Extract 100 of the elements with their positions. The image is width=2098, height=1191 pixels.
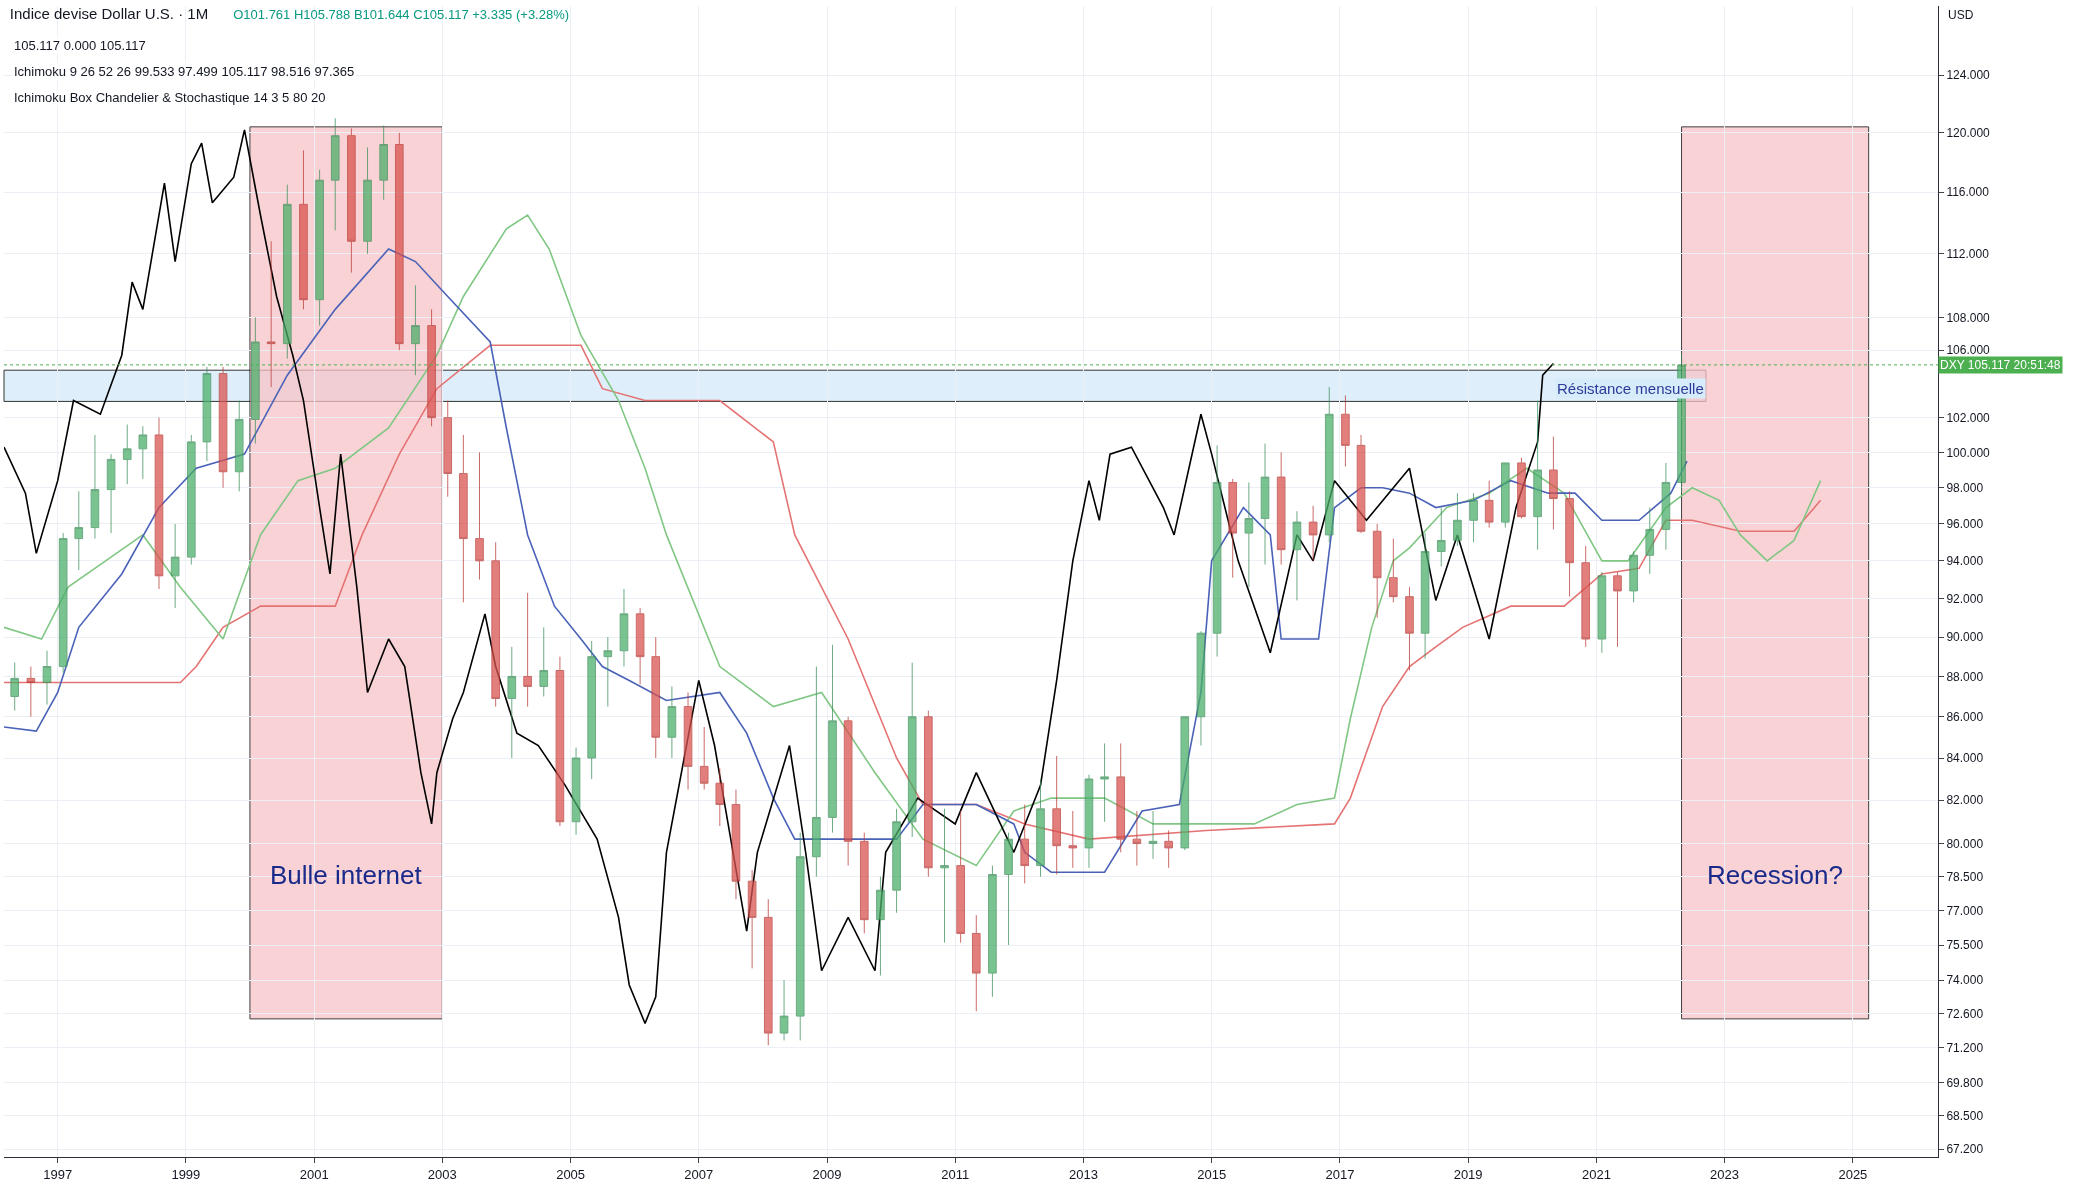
candlestick [202,366,212,462]
candlestick [1549,436,1558,530]
candlestick [1004,832,1013,946]
y-tick-label: 78.500 [1946,869,1984,884]
candlestick [1405,586,1414,671]
candlestick [747,869,757,969]
candlestick [1324,386,1334,543]
candlestick [1469,492,1478,543]
candlestick [186,434,196,566]
candlestick [1292,510,1302,601]
x-tick-label: 2019 [1453,1166,1483,1182]
candlestick [1629,551,1638,603]
candlestick [1436,507,1446,567]
candlestick [459,434,468,603]
candlestick [122,424,132,485]
candlestick [315,169,324,327]
y-tick-label: 100.000 [1946,445,1991,460]
candlestick [555,656,565,827]
candlestick [1581,545,1591,648]
y-tick-label: 69.800 [1946,1075,1984,1090]
candlestick [299,149,308,310]
candlestick [907,662,917,838]
y-tick-label: 112.000 [1946,246,1990,261]
candlestick [1052,755,1061,875]
candlestick [892,808,901,914]
y-tick-label: 92.000 [1946,591,1984,606]
candlestick [1228,478,1238,579]
candlestick [234,400,244,492]
candlestick [1453,492,1462,547]
chart-subtitle: O101.761 H105.788 B101.644 C105.117 +3.335 (+3.28%) [233,6,570,22]
y-tick-label: 98.000 [1946,480,1984,495]
x-tick-label: 2009 [812,1166,842,1182]
x-tick-label: 2017 [1325,1166,1355,1182]
candlestick [587,640,597,780]
ref-line-label: DXY 105.117 20:51:48 [1940,358,2061,372]
candlestick [571,747,581,836]
y-tick-label: 106.000 [1946,343,1991,358]
candlestick [90,434,100,540]
x-tick-label: 2011 [941,1166,970,1182]
y-tick-label: 71.200 [1946,1041,1984,1055]
candlestick [731,789,741,900]
candlestick [715,767,725,827]
y-tick-label: 88.000 [1946,669,1984,684]
y-tick-label: 80.000 [1946,836,1984,851]
candlestick [1372,523,1382,619]
candlestick [74,490,84,571]
candlestick [1100,742,1109,823]
candlestick [1533,400,1542,551]
candlestick [394,132,404,351]
candlestick [795,832,805,1041]
x-tick-label: 1999 [171,1166,201,1182]
band-label: Bulle internet [270,860,423,890]
y-axis-title: USD [1948,8,1974,22]
candlestick [1276,451,1286,566]
y-tick-label: 116.000 [1946,185,1990,200]
candlestick [1613,571,1622,648]
candlestick [1484,480,1494,529]
candlestick [1068,810,1078,869]
x-tick-label: 2005 [556,1166,586,1182]
candlestick [988,865,997,998]
y-tick-label: 120.000 [1946,125,1991,140]
candlestick [58,532,68,673]
y-tick-label: 67.200 [1946,1142,1984,1157]
y-tick-label: 75.500 [1946,938,1984,953]
candlestick [651,636,661,759]
candlestick [683,691,693,791]
x-tick-label: 2013 [1069,1166,1098,1182]
candlestick [1597,571,1607,654]
candlestick [1116,742,1126,853]
candlestick [363,146,372,255]
candlestick [1084,774,1094,869]
candlestick [603,636,613,708]
y-tick-label: 102.000 [1946,410,1991,425]
candlestick [1036,778,1045,878]
candlestick [924,710,933,878]
annotation: Ichimoku Box Chandelier & Stochastique 14 3 5 80 20 [14,90,326,105]
candlestick [1420,532,1430,660]
x-tick-label: 2025 [1838,1166,1868,1182]
candlestick [26,666,36,718]
candlestick [956,810,965,944]
x-tick-label: 2023 [1710,1166,1740,1182]
y-tick-label: 82.000 [1946,793,1984,808]
x-tick-label: 2001 [299,1166,329,1182]
candlestick [1180,716,1190,851]
candlestick [1212,444,1222,658]
candlestick [1260,443,1270,566]
candlestick [779,979,789,1041]
candlestick [1389,538,1398,603]
x-tick-label: 2015 [1197,1166,1227,1182]
candlestick [1565,490,1574,598]
candlestick [42,650,52,706]
candlestick [1356,434,1366,534]
y-tick-label: 74.000 [1946,973,1984,988]
x-tick-label: 2007 [684,1166,714,1182]
candlestick [699,726,709,791]
candlestick [427,308,436,427]
candlestick [266,240,276,388]
candlestick [251,316,260,445]
annotation: 105.117 0.000 105.117 [14,38,146,53]
candlestick [491,541,500,708]
